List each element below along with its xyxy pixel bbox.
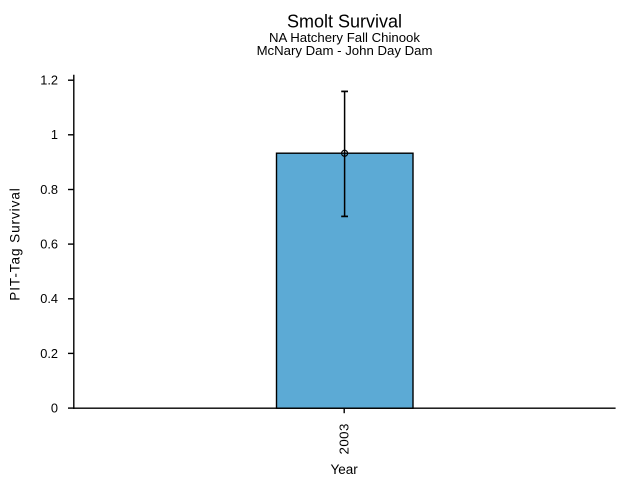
svg-text:NA Hatchery Fall Chinook: NA Hatchery Fall Chinook <box>269 30 420 45</box>
svg-text:0.2: 0.2 <box>40 346 58 361</box>
svg-text:1.2: 1.2 <box>40 73 58 88</box>
svg-text:McNary Dam - John Day Dam: McNary Dam - John Day Dam <box>257 43 433 58</box>
svg-text:0: 0 <box>51 401 58 416</box>
svg-text:0.6: 0.6 <box>40 237 58 252</box>
svg-text:0.8: 0.8 <box>40 182 58 197</box>
svg-text:Smolt Survival: Smolt Survival <box>287 12 402 32</box>
svg-text:1: 1 <box>51 127 58 142</box>
svg-text:2003: 2003 <box>337 423 352 454</box>
svg-text:0.4: 0.4 <box>40 291 58 306</box>
svg-text:PIT-Tag Survival: PIT-Tag Survival <box>8 187 23 300</box>
svg-text:Year: Year <box>330 462 358 477</box>
